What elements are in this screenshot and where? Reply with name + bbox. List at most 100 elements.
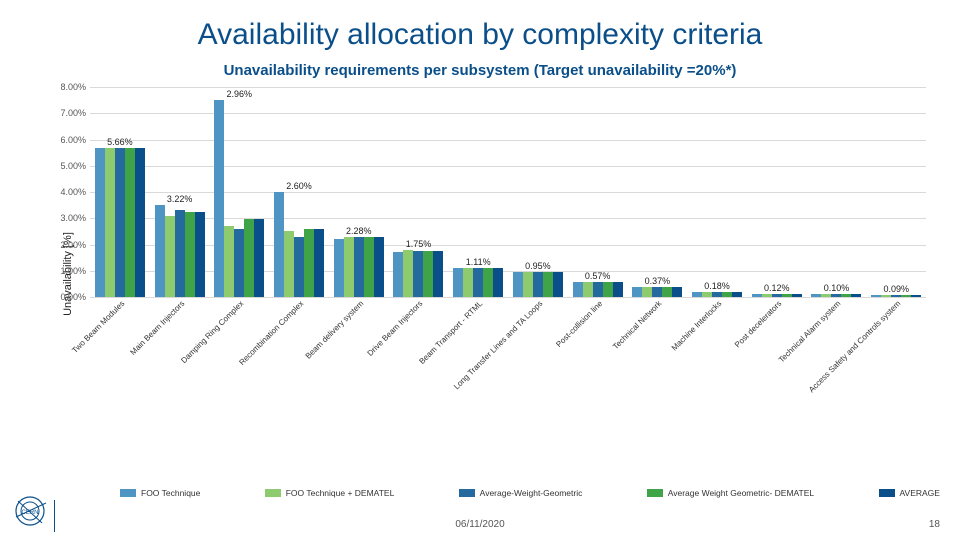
cern-logo-icon: CERN <box>12 493 48 534</box>
bar-value-label: 0.95% <box>525 261 551 271</box>
bar <box>314 229 324 297</box>
bar <box>533 272 543 297</box>
legend-item: FOO Technique <box>120 488 200 498</box>
bar <box>165 216 175 297</box>
x-tick: Long Transfer Lines and TA Loops <box>508 299 568 417</box>
bar <box>811 294 821 297</box>
bar <box>603 282 613 297</box>
bar <box>752 294 762 297</box>
bar <box>792 294 802 297</box>
bar <box>881 295 891 297</box>
x-tick: Beam delivery system <box>329 299 389 417</box>
bar <box>593 282 603 297</box>
bar <box>423 251 433 297</box>
bar <box>234 229 244 297</box>
bar-value-label: 0.12% <box>764 283 790 293</box>
bar <box>871 295 881 297</box>
legend-swatch <box>265 489 281 497</box>
bar <box>732 292 742 297</box>
bar <box>433 251 443 297</box>
bar <box>155 205 165 297</box>
bar <box>95 148 105 297</box>
legend-swatch <box>647 489 663 497</box>
bar <box>284 231 294 297</box>
bar <box>224 226 234 297</box>
y-tick-label: 8.00% <box>44 82 86 92</box>
y-tick-label: 6.00% <box>44 135 86 145</box>
footer-date: 06/11/2020 <box>455 519 504 530</box>
bar <box>493 268 503 297</box>
bar-group: 0.37% <box>627 87 687 297</box>
bar <box>652 287 662 297</box>
chart-subtitle: Unavailability requirements per subsyste… <box>34 62 926 79</box>
bar <box>523 272 533 297</box>
x-tick: Machine Interlocks <box>687 299 747 417</box>
bar <box>573 282 583 297</box>
slide-number: 18 <box>929 519 940 530</box>
bar-value-label: 1.75% <box>406 239 432 249</box>
bar <box>304 229 314 297</box>
bar-value-label: 3.22% <box>167 194 193 204</box>
x-tick: Two Beam Modules <box>90 299 150 417</box>
bar <box>274 192 284 297</box>
bar <box>513 272 523 297</box>
bar-group: 5.66% <box>90 87 150 297</box>
bar-group: 2.28% <box>329 87 389 297</box>
bar <box>244 219 254 297</box>
bar <box>712 292 722 297</box>
bar <box>692 292 702 297</box>
chart-container: Unavailability [%] 0.00%1.00%2.00%3.00%4… <box>34 87 926 427</box>
x-tick: Technical Network <box>627 299 687 417</box>
divider <box>54 500 55 532</box>
gridline <box>90 297 926 298</box>
bar <box>254 219 264 297</box>
bar <box>762 294 772 297</box>
bar-group: 2.96% <box>209 87 269 297</box>
bar <box>364 237 374 297</box>
bar-group: 3.22% <box>150 87 210 297</box>
bars-area: 5.66%3.22%2.96%2.60%2.28%1.75%1.11%0.95%… <box>90 87 926 297</box>
bar <box>911 295 921 297</box>
bar-value-label: 2.28% <box>346 226 372 236</box>
bar <box>175 210 185 297</box>
bar-value-label: 0.57% <box>585 271 611 281</box>
bar-value-label: 5.66% <box>107 137 133 147</box>
y-tick-label: 3.00% <box>44 213 86 223</box>
legend-swatch <box>120 489 136 497</box>
bar <box>413 251 423 297</box>
bar-value-label: 0.09% <box>883 284 909 294</box>
bar <box>642 287 652 297</box>
x-tick: Access Safety and Controls system <box>866 299 926 417</box>
bar <box>722 292 732 297</box>
bar <box>463 268 473 297</box>
bar-group: 1.75% <box>389 87 449 297</box>
bar <box>483 268 493 297</box>
legend-label: Average Weight Geometric- DEMATEL <box>668 488 814 498</box>
legend-item: Average Weight Geometric- DEMATEL <box>647 488 814 498</box>
bar <box>851 294 861 297</box>
bar <box>891 295 901 297</box>
bar <box>672 287 682 297</box>
bar <box>294 237 304 297</box>
bar <box>115 148 125 297</box>
legend-label: AVERAGE <box>900 488 940 498</box>
legend-swatch <box>459 489 475 497</box>
bar <box>374 237 384 297</box>
legend: FOO TechniqueFOO Technique + DEMATELAver… <box>120 488 940 498</box>
bar <box>702 292 712 297</box>
y-tick-label: 2.00% <box>44 240 86 250</box>
bar-value-label: 0.18% <box>704 281 730 291</box>
bar-value-label: 0.37% <box>645 276 671 286</box>
bar <box>662 287 672 297</box>
bar <box>125 148 135 297</box>
bar <box>821 294 831 297</box>
bar <box>613 282 623 297</box>
y-tick-label: 5.00% <box>44 161 86 171</box>
y-tick-label: 1.00% <box>44 266 86 276</box>
bar <box>583 282 593 297</box>
svg-text:CERN: CERN <box>21 510 38 516</box>
bar-group: 0.09% <box>866 87 926 297</box>
bar <box>772 294 782 297</box>
page-title: Availability allocation by complexity cr… <box>34 18 926 52</box>
legend-item: AVERAGE <box>879 488 940 498</box>
